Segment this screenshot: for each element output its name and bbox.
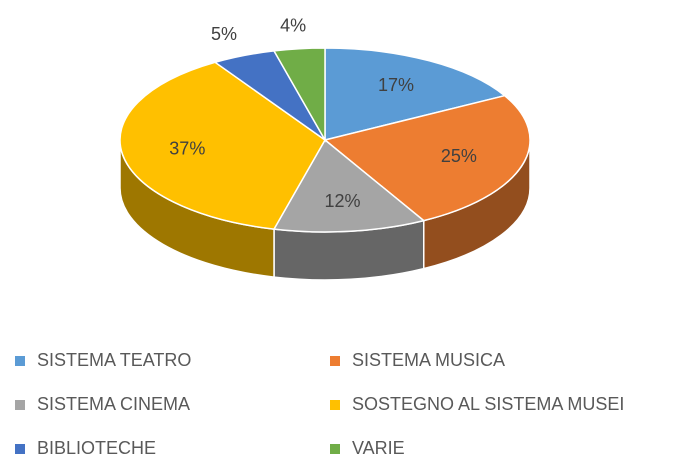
- legend-marker: [15, 444, 25, 454]
- slice: [272, 47, 326, 143]
- legend-label: SOSTEGNO AL SISTEMA MUSEI: [352, 394, 624, 414]
- legend-label: SISTEMA CINEMA: [37, 394, 190, 414]
- data-label: 17%: [378, 75, 414, 95]
- legend-label: SISTEMA TEATRO: [37, 350, 191, 370]
- slice: [323, 94, 531, 222]
- data-label: 25%: [441, 146, 477, 166]
- legend-marker: [15, 400, 25, 410]
- legend-marker: [330, 400, 340, 410]
- legend-label: VARIE: [352, 438, 405, 457]
- data-label: 12%: [324, 191, 360, 211]
- legend-marker: [330, 356, 340, 366]
- slice: [324, 47, 507, 141]
- legend-marker: [15, 356, 25, 366]
- data-label: 4%: [280, 16, 306, 36]
- slice: [272, 138, 426, 233]
- legend-marker: [330, 444, 340, 454]
- data-label: 37%: [169, 139, 205, 159]
- legend-label: BIBLIOTECHE: [37, 438, 156, 457]
- legend-label: SISTEMA MUSICA: [352, 350, 505, 370]
- data-label: 5%: [211, 24, 237, 44]
